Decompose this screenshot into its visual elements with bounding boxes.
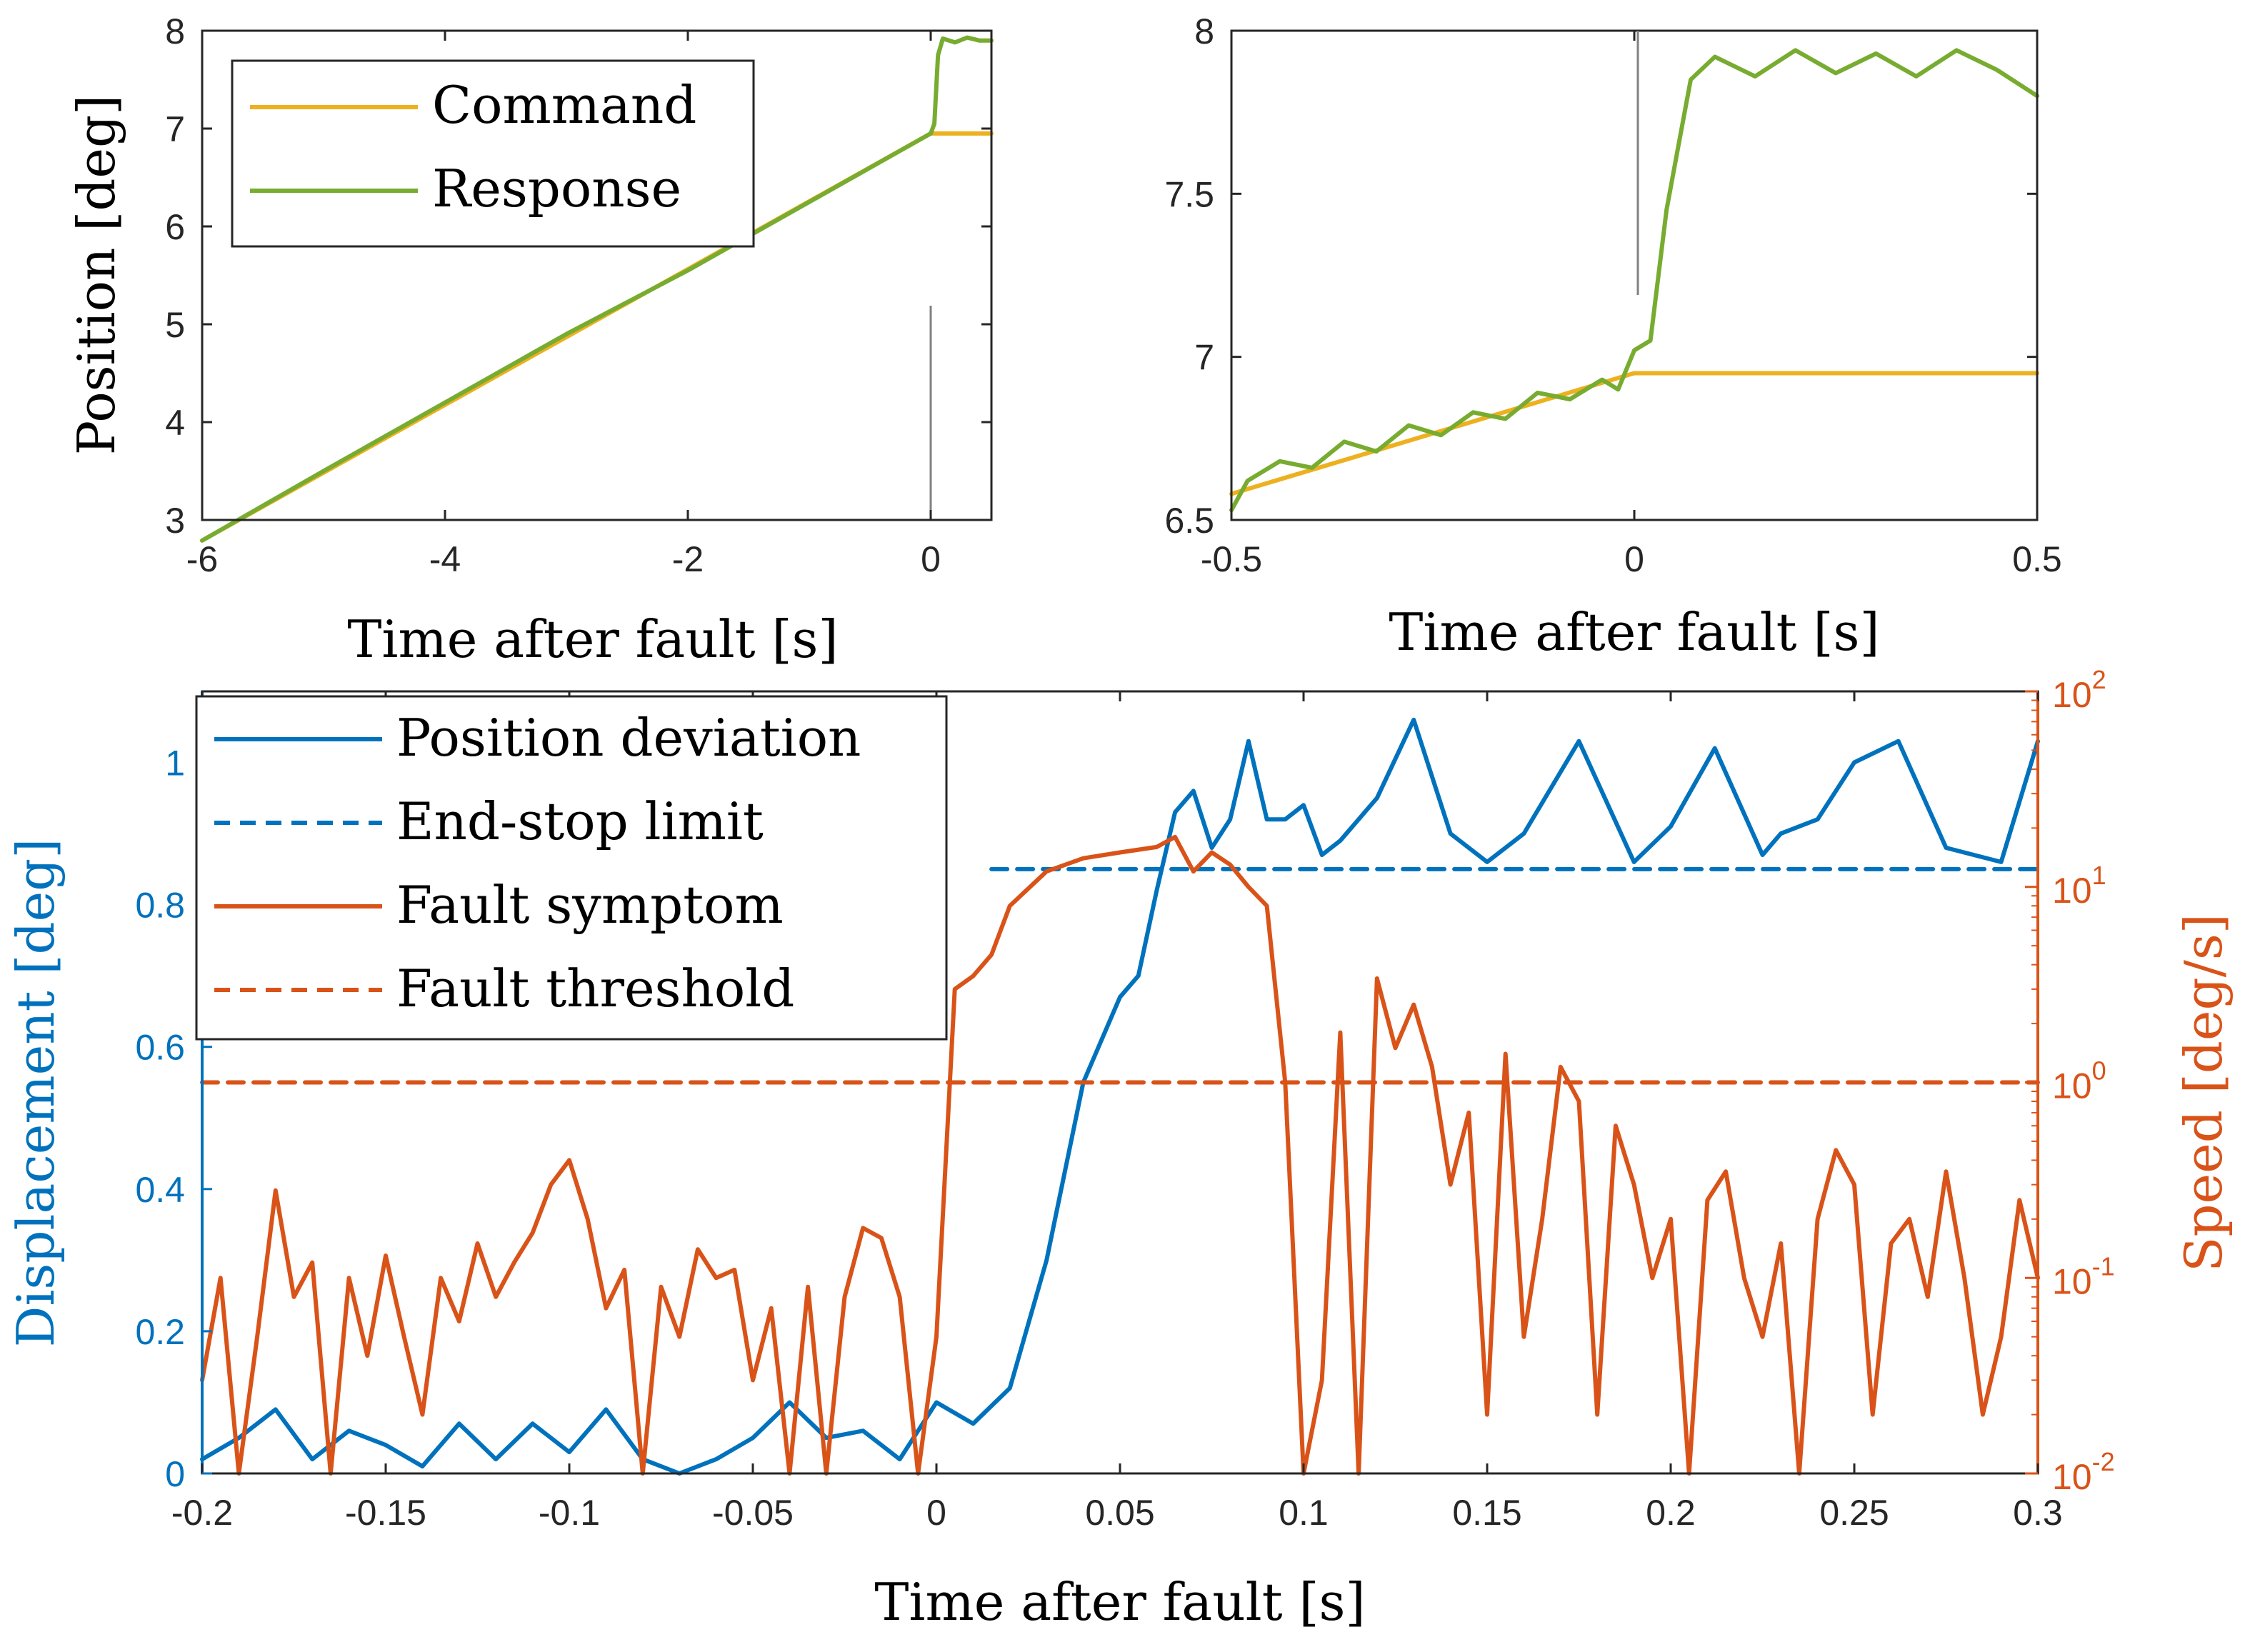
legend-box <box>195 695 948 1041</box>
axes-box <box>1230 29 2039 521</box>
y-tick-label: 0.6 <box>135 1028 185 1068</box>
legend-label-response: Response <box>432 159 681 219</box>
y-ticks: 6.5 7 7.5 8 <box>1164 11 2037 541</box>
y-tick-label: 7 <box>165 109 185 149</box>
y-tick-label-right: 101 <box>2052 861 2106 911</box>
legend: Command Response <box>231 59 755 248</box>
legend-label-end-stop-limit: End-stop limit <box>396 791 764 851</box>
y-tick-label-right: 10-2 <box>2052 1447 2115 1497</box>
x-ticks: -0.2 -0.15 -0.1 -0.05 0 0.05 0.1 0.15 0.2 0.25 0.3 <box>171 691 2063 1533</box>
plot-area <box>200 717 2040 1476</box>
x-axis-label: Time after fault [s] <box>347 609 838 669</box>
y-tick-label: 8 <box>1194 11 1214 51</box>
legend-label-position-deviation: Position deviation <box>396 708 861 768</box>
x-tick-label: -0.2 <box>171 1493 233 1533</box>
y-axis-label: Position [deg] <box>66 95 126 455</box>
x-tick-label: 0.2 <box>1646 1493 1696 1533</box>
x-tick-label: 0 <box>921 539 941 579</box>
x-tick-label: -0.15 <box>345 1493 426 1533</box>
panel-position-zoom: -0.5 0 0.5 6.5 7 7.5 8 Time after fault [s] <box>1164 11 2061 662</box>
y-tick-label-right: 10-1 <box>2052 1251 2115 1301</box>
panel-fault-detection: -0.2 -0.15 -0.1 -0.05 0 0.05 0.1 0.15 0.2 0.25 0.3… <box>6 665 2234 1632</box>
x-tick-label: 0.5 <box>2012 539 2062 579</box>
left-y-axis-label: Displacement [deg] <box>6 838 66 1348</box>
x-tick-label: 0.25 <box>1819 1493 1889 1533</box>
series-position-deviation <box>200 717 2040 1476</box>
x-tick-label: 0.1 <box>1279 1493 1329 1533</box>
y-tick-label-right: 102 <box>2052 665 2106 715</box>
y-tick-label: 0.2 <box>135 1312 185 1352</box>
x-tick-label: -2 <box>672 539 704 579</box>
legend: Position deviation End-stop limit Fault … <box>195 695 948 1041</box>
y-tick-label: 8 <box>165 11 185 51</box>
plot-area <box>200 35 994 543</box>
x-tick-label: -4 <box>429 539 461 579</box>
x-tick-label: 0.05 <box>1085 1493 1154 1533</box>
y-tick-label: 0 <box>165 1454 185 1494</box>
left-y-ticks: 0 0.2 0.4 0.6 0.8 1 <box>135 744 212 1494</box>
x-tick-label: 0.15 <box>1452 1493 1521 1533</box>
x-tick-label: -0.05 <box>712 1493 794 1533</box>
series-command <box>1229 371 2039 496</box>
x-ticks: -0.5 0 0.5 <box>1201 31 2062 579</box>
plot-area <box>1229 48 2039 513</box>
x-tick-label: -0.1 <box>539 1493 600 1533</box>
series-response <box>1229 48 2039 513</box>
x-tick-label: -6 <box>186 539 218 579</box>
legend-label-fault-threshold: Fault threshold <box>396 958 794 1018</box>
right-y-axis-label: Speed [deg/s] <box>2174 913 2234 1272</box>
x-tick-label: 0 <box>1624 539 1644 579</box>
y-tick-label: 7 <box>1194 338 1214 378</box>
series-response <box>200 35 994 543</box>
y-tick-label: 6.5 <box>1164 501 1214 541</box>
axes-box <box>201 29 993 521</box>
legend-box <box>231 59 755 248</box>
x-tick-label: 0 <box>926 1493 946 1533</box>
y-tick-label: 7.5 <box>1164 174 1214 214</box>
x-axis-label: Time after fault [s] <box>874 1572 1365 1632</box>
x-ticks: -6 -4 -2 0 <box>186 31 941 579</box>
x-axis-label: Time after fault [s] <box>1389 602 1879 662</box>
right-y-ticks: 10-2 10-1 100 101 102 <box>2025 665 2115 1497</box>
x-tick-label: 0.3 <box>2013 1493 2063 1533</box>
panel-position-overview: -6 -4 -2 0 3 4 5 6 7 8 Time after fault [s] Posi… <box>66 11 994 669</box>
legend-label-command: Command <box>432 75 696 135</box>
x-tick-label: -0.5 <box>1201 539 1262 579</box>
y-tick-label: 3 <box>165 501 185 541</box>
y-tick-label: 0.8 <box>135 886 185 926</box>
y-tick-label: 1 <box>165 744 185 784</box>
y-ticks: 3 4 5 6 7 8 <box>165 11 991 541</box>
y-tick-label: 0.4 <box>135 1170 185 1210</box>
y-tick-label: 4 <box>165 403 185 443</box>
series-fault-symptom <box>200 834 2040 1476</box>
y-tick-label: 6 <box>165 207 185 247</box>
legend-label-fault-symptom: Fault symptom <box>396 875 784 935</box>
y-tick-label-right: 100 <box>2052 1056 2106 1106</box>
y-tick-label: 5 <box>165 305 185 345</box>
